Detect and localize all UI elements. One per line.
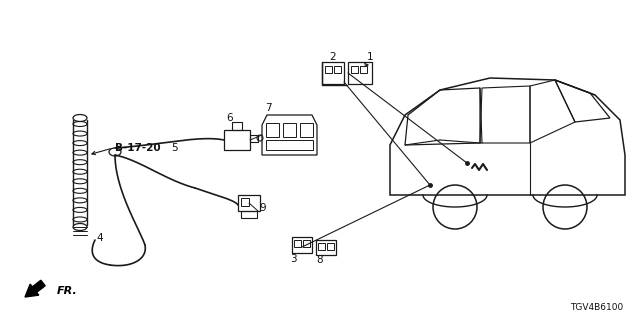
Text: 4: 4 <box>97 233 103 243</box>
Bar <box>292 237 312 253</box>
Bar <box>266 140 313 150</box>
Text: B-17-20: B-17-20 <box>115 143 161 153</box>
Bar <box>224 130 250 150</box>
Bar <box>300 123 313 137</box>
Bar <box>294 240 301 247</box>
Text: 6: 6 <box>227 113 234 123</box>
Bar <box>266 123 279 137</box>
Text: 3: 3 <box>290 254 296 264</box>
Bar <box>303 240 310 247</box>
Bar <box>250 135 258 142</box>
Bar <box>334 66 341 73</box>
Bar <box>351 66 358 73</box>
Bar <box>316 240 336 255</box>
Text: 8: 8 <box>317 255 323 265</box>
Text: FR.: FR. <box>57 286 77 296</box>
Bar <box>232 122 242 130</box>
Text: 7: 7 <box>265 103 271 113</box>
Text: TGV4B6100: TGV4B6100 <box>570 303 623 313</box>
Bar <box>283 123 296 137</box>
Bar <box>238 195 260 211</box>
Bar <box>318 243 325 250</box>
Text: 2: 2 <box>330 52 336 62</box>
Bar <box>360 66 367 73</box>
Text: 5: 5 <box>172 143 179 153</box>
Bar <box>327 243 334 250</box>
Text: 1: 1 <box>367 52 373 62</box>
Bar <box>241 198 249 206</box>
Bar <box>322 62 344 84</box>
Text: 9: 9 <box>260 203 266 213</box>
Bar <box>241 211 257 218</box>
Bar <box>348 62 372 84</box>
Bar <box>325 66 332 73</box>
FancyArrow shape <box>25 280 45 297</box>
